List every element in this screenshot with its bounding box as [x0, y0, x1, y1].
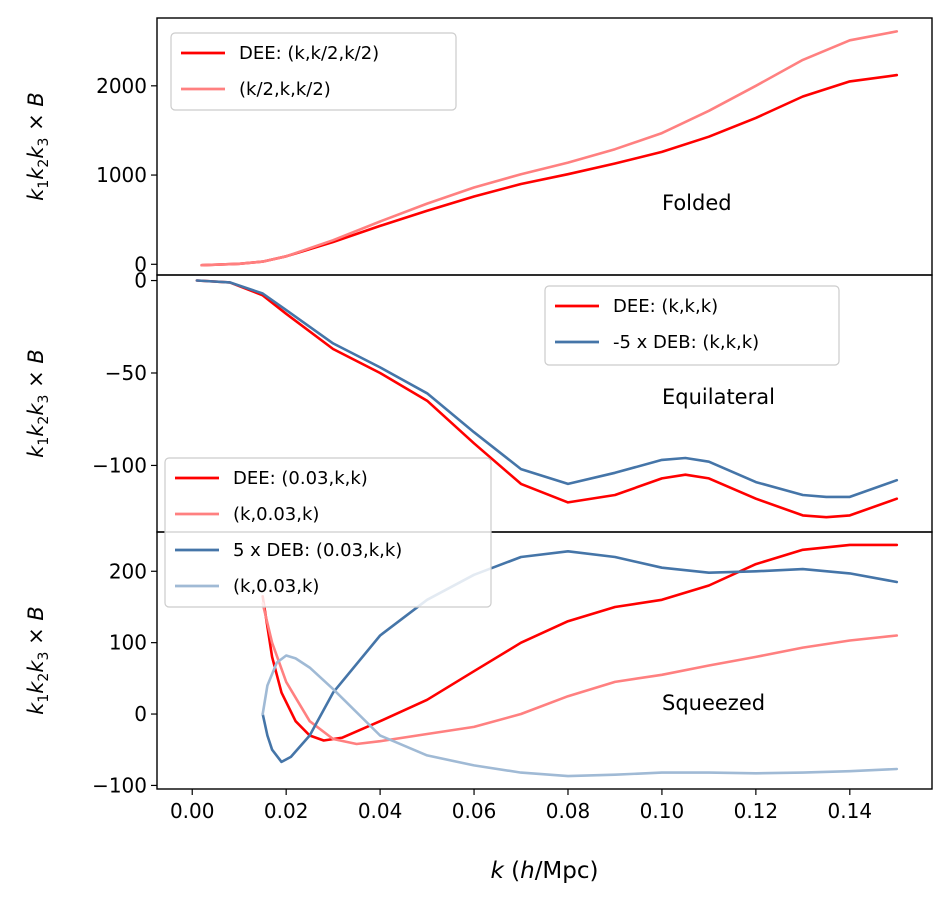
panel-annotation: Folded	[662, 191, 732, 215]
y-tick-label: 0	[134, 252, 147, 276]
panel-annotation: Squeezed	[662, 691, 765, 715]
x-tick-label: 0.14	[828, 799, 873, 823]
series-line-1-1	[195, 279, 899, 499]
series-line-2-3	[261, 654, 899, 778]
y-tick-label: 0	[134, 702, 147, 726]
y-axis-label: k1k2k3 × B	[24, 606, 52, 715]
panel-bottom: −100 0 100 200 0.00 0.02 0.04 0.06 0.08 0.10 0.12 0…	[24, 531, 933, 884]
legend-middle: DEE: (k,k,k) -5 x DEB: (k,k,k)	[544, 285, 840, 366]
y-tick-label: 200	[109, 559, 147, 583]
x-tick-label: 0.06	[452, 799, 497, 823]
series-line-1-0	[195, 279, 899, 519]
x-tick-label: 0.12	[734, 799, 779, 823]
plot-area	[200, 30, 899, 267]
legend-label: (k,0.03,k)	[233, 576, 319, 597]
x-tick-label: 0.10	[640, 799, 685, 823]
x-tick-label: 0.00	[170, 799, 215, 823]
panel-top: 0 1000 2000 k1k2k3 × B Folded	[24, 17, 933, 276]
legend-box	[164, 457, 492, 608]
legend-bottom: DEE: (0.03,k,k) (k,0.03,k) 5 x DEB: (0.03,…	[164, 457, 492, 608]
x-tick-label: 0.04	[358, 799, 403, 823]
x-axis-label: k (h/Mpc)	[490, 858, 598, 884]
panel-annotation: Equilateral	[662, 385, 775, 409]
y-axis-label: k1k2k3 × B	[24, 349, 52, 458]
y-tick-label: 2000	[96, 74, 147, 98]
legend-label: 5 x DEB: (0.03,k,k)	[233, 540, 402, 561]
y-tick-label: −100	[92, 453, 147, 477]
y-tick-label: 100	[109, 631, 147, 655]
y-tick-label: 0	[134, 269, 147, 293]
legend-box	[544, 285, 840, 366]
axes-frame	[156, 531, 933, 790]
y-tick-label: −100	[92, 773, 147, 797]
legend-label: (k/2,k,k/2)	[239, 79, 331, 100]
legend-label: -5 x DEB: (k,k,k)	[613, 332, 759, 353]
series-line-2-1	[261, 602, 899, 746]
legend-top: DEE: (k,k/2,k/2) (k/2,k,k/2)	[170, 32, 457, 111]
y-axis-label: k1k2k3 × B	[24, 92, 52, 201]
series-line-0-1	[200, 30, 899, 267]
x-tick-label: 0.02	[264, 799, 309, 823]
y-tick-label: −50	[105, 361, 147, 385]
series-line-2-0	[261, 543, 899, 742]
legend-label: DEE: (0.03,k,k)	[233, 468, 368, 489]
y-tick-label: 1000	[96, 163, 147, 187]
x-tick-label: 0.08	[546, 799, 591, 823]
legend-label: DEE: (k,k/2,k/2)	[239, 43, 379, 64]
legend-label: DEE: (k,k,k)	[613, 296, 718, 317]
legend-label: (k,0.03,k)	[233, 504, 319, 525]
legend-box	[170, 32, 457, 111]
plot-area	[195, 279, 899, 519]
